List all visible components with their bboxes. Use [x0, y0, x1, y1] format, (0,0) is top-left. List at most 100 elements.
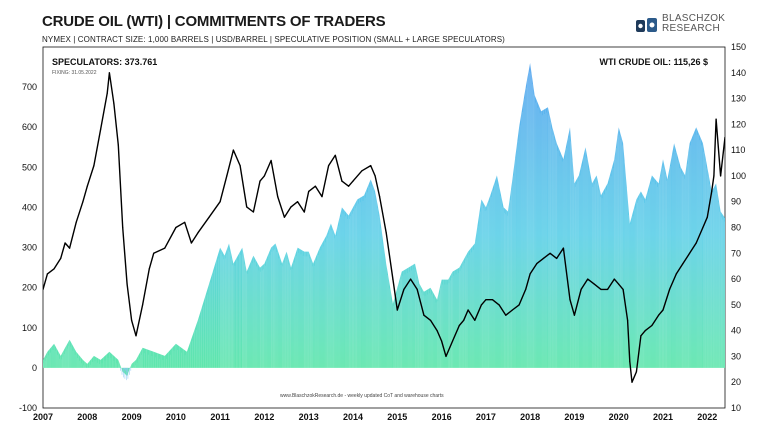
- wti-price-point: [474, 319, 476, 321]
- wti-price-point: [715, 118, 717, 120]
- wti-price-point: [277, 196, 279, 198]
- wti-price-point: [518, 304, 520, 306]
- y-left-tick-label: 200: [22, 283, 37, 293]
- wti-price-point: [352, 180, 354, 182]
- wti-price-point: [498, 304, 500, 306]
- y-right-tick-label: 50: [731, 300, 741, 310]
- y-right-tick-label: 140: [731, 68, 746, 78]
- wti-price-point: [445, 355, 447, 357]
- x-tick-label: 2016: [432, 412, 452, 422]
- x-tick-label: 2015: [387, 412, 407, 422]
- wti-price-point: [580, 288, 582, 290]
- wti-price-point: [458, 324, 460, 327]
- chart-subtitle: NYMEX | CONTRACT SIZE: 1,000 BARRELS | U…: [42, 35, 505, 44]
- wti-price-point: [64, 242, 66, 244]
- wti-price-point: [467, 309, 469, 311]
- y-right-tick-label: 150: [731, 42, 746, 52]
- wti-price-point: [263, 175, 265, 177]
- wti-price-point: [135, 335, 137, 337]
- wti-price-point: [511, 309, 513, 311]
- wti-price-point: [126, 283, 128, 285]
- x-tick-label: 2008: [77, 412, 97, 422]
- wti-price-point: [587, 278, 589, 280]
- wti-price-point: [416, 288, 418, 290]
- wti-price-point: [631, 381, 633, 383]
- wti-price-point: [600, 288, 602, 290]
- wti-price-point: [321, 196, 323, 198]
- speculators-readout: SPECULATORS: 373.761: [52, 57, 158, 67]
- wti-price-point: [219, 201, 221, 203]
- y-right-tick-label: 130: [731, 94, 746, 104]
- wti-price-point: [423, 314, 425, 316]
- wti-price-point: [314, 185, 316, 187]
- y-right-tick-label: 70: [731, 248, 741, 258]
- wti-price-point: [117, 144, 119, 146]
- wti-price-point: [549, 252, 551, 254]
- wti-price-point: [232, 149, 234, 151]
- wti-price-point: [270, 159, 272, 162]
- y-right-tick-label: 10: [731, 403, 741, 413]
- wti-price-point: [505, 314, 507, 316]
- wti-price-point: [385, 232, 387, 234]
- wti-price-point: [429, 319, 432, 321]
- wti-price-point: [651, 324, 653, 327]
- wti-price-point: [46, 273, 49, 275]
- wti-price-point: [348, 185, 350, 187]
- wti-price-point: [724, 136, 725, 138]
- wti-price-point: [374, 175, 376, 177]
- wti-price-point: [131, 319, 133, 321]
- wti-price-point: [662, 309, 664, 311]
- x-tick-label: 2009: [122, 412, 142, 422]
- wti-price-point: [403, 288, 405, 290]
- speculators-area: [43, 63, 725, 376]
- wti-price-point: [436, 330, 438, 332]
- wti-price-point: [148, 268, 150, 270]
- wti-price-point: [720, 175, 722, 177]
- y-left-tick-label: 300: [22, 243, 37, 253]
- fixing-date: FIXING: 31.05.2022: [52, 70, 97, 76]
- y-left-tick-label: -100: [19, 403, 37, 413]
- y-right-tick-label: 30: [731, 351, 741, 361]
- wti-price-point: [283, 216, 285, 218]
- wti-price-point: [93, 165, 95, 167]
- wti-price-point: [640, 335, 642, 337]
- x-tick-label: 2010: [166, 412, 186, 422]
- y-right-tick-label: 40: [731, 326, 741, 336]
- wti-price-point: [379, 196, 381, 198]
- y-right-tick-label: 120: [731, 119, 746, 129]
- wti-price-point: [658, 314, 660, 316]
- wti-price-point: [529, 273, 531, 275]
- x-tick-label: 2011: [210, 412, 230, 422]
- wti-price-point: [480, 304, 482, 306]
- wti-price-point: [43, 288, 44, 290]
- wti-price-point: [613, 278, 615, 280]
- wti-price-point: [226, 175, 228, 177]
- wti-price-point: [702, 226, 704, 229]
- wti-price-point: [629, 361, 631, 363]
- brand-logo[interactable]: BLASCHZOK RESEARCH: [636, 14, 760, 38]
- wti-price-point: [556, 257, 558, 259]
- wti-price-point: [239, 165, 241, 167]
- wti-price-point: [675, 273, 677, 275]
- wti-price-point: [452, 340, 454, 342]
- wti-price-point: [542, 257, 545, 259]
- wti-price-point: [53, 268, 55, 270]
- wti-price-point: [410, 278, 412, 280]
- wti-price-point: [164, 247, 166, 249]
- wti-price-point: [569, 299, 571, 301]
- y-right-tick-label: 20: [731, 377, 741, 387]
- chart-title: CRUDE OIL (WTI) | COMMITMENTS OF TRADERS: [42, 13, 386, 30]
- wti-price-point: [644, 330, 646, 332]
- wti-price-point: [100, 128, 102, 131]
- wti-price-point: [328, 165, 330, 167]
- wti-price-point: [593, 283, 596, 285]
- wti-price-point: [713, 175, 715, 177]
- wti-price-point: [184, 221, 186, 223]
- wti-price-point: [86, 185, 88, 187]
- wti-price-point: [573, 314, 576, 316]
- y-right-tick-label: 80: [731, 223, 741, 233]
- wti-price-point: [562, 247, 565, 249]
- wti-price-point: [711, 190, 713, 192]
- x-tick-label: 2017: [476, 412, 496, 422]
